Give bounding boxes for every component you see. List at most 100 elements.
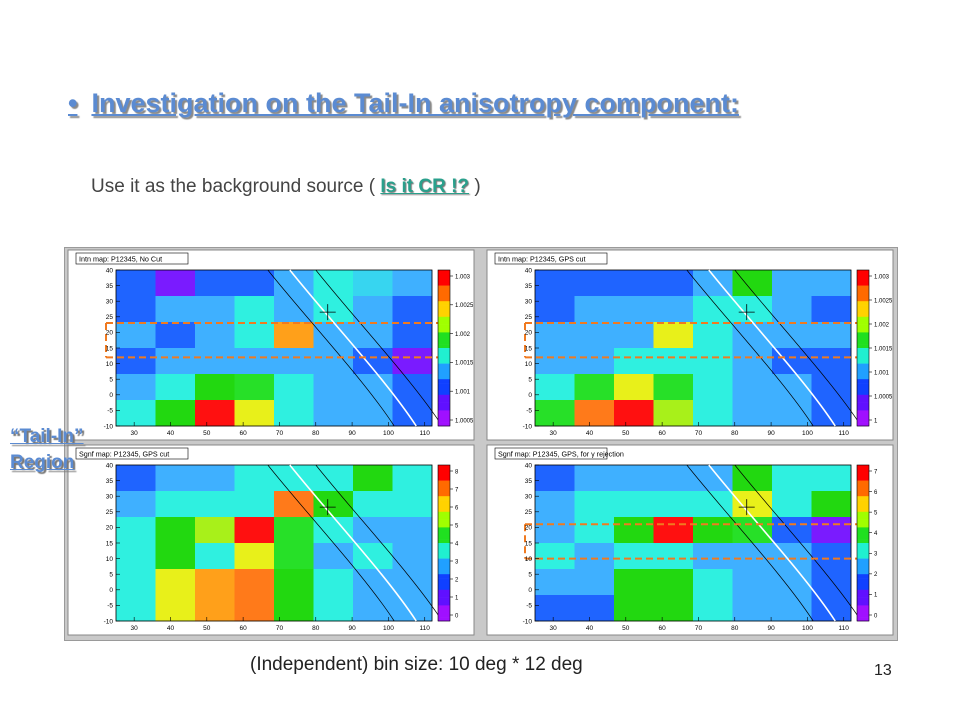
heatmap-cell [195,270,235,297]
colorbar-segment [438,570,450,575]
heatmap-cell [392,270,433,297]
heatmap-cell [392,491,433,518]
x-tick-label: 50 [622,430,630,437]
heatmap-cell [732,270,773,297]
heatmap-cell [234,491,275,518]
heatmap-cell [313,595,354,622]
colorbar-tick-label: 0 [874,613,878,619]
colorbar-segment [857,293,869,298]
heatmap-cell [811,348,852,375]
y-tick-label: 15 [106,345,114,352]
colorbar-tick-label: 5 [455,523,459,529]
x-tick-label: 90 [348,430,356,437]
heatmap-cell [653,270,694,297]
heatmap-cell [653,400,694,427]
heatmap-cell [353,465,393,492]
colorbar-segment [857,418,869,423]
heatmap-cell [116,374,156,401]
y-tick-label: 5 [528,572,532,579]
heatmap-cell [732,348,773,375]
colorbar-segment [857,535,869,540]
colorbar-tick-label: 3 [455,559,459,565]
y-tick-label: 5 [109,377,113,384]
cr-link[interactable]: Is it CR !? [380,176,470,197]
heatmap-cell [772,322,812,349]
x-tick-label: 100 [383,625,394,632]
heatmap-cell [274,517,314,544]
heatmap-cell [574,465,615,492]
colorbar-segment [438,390,450,396]
heatmap-cell [234,296,275,323]
heatmap-cell [732,543,773,570]
colorbar-segment [438,539,450,544]
colorbar-tick-label: 1.0005 [874,394,893,400]
colorbar-segment [857,387,869,392]
colorbar-segment [857,359,869,364]
heatmap-cell [116,569,156,596]
colorbar-segment [438,394,450,399]
panel-title: Intn map: P12345, GPS cut [498,255,586,264]
colorbar-segment [857,309,869,314]
heatmap-cell [811,400,852,427]
colorbar-segment [857,379,869,384]
heatmap-cell [392,400,433,427]
y-tick-label: 0 [528,392,532,399]
boundary-curve [734,464,862,622]
heatmap-cell [614,296,654,323]
heatmap-cell [274,543,314,570]
colorbar-segment [857,406,869,411]
heatmap-cell [155,322,196,349]
y-tick-label: 10 [525,361,533,368]
y-tick-label: 40 [106,267,114,274]
heatmap-cell [274,296,314,323]
y-tick-label: -10 [104,618,114,625]
colorbar-segment [857,585,869,591]
heatmap-cell [234,465,275,492]
colorbar-segment [857,605,869,610]
x-tick-label: 70 [276,430,284,437]
colorbar-segment [438,480,450,485]
heatmap-cell [653,543,694,570]
x-tick-label: 30 [550,625,558,632]
colorbar-segment [857,476,869,481]
heatmap-cell [274,374,314,401]
colorbar-segment [857,348,869,353]
heatmap-cell [274,569,314,596]
heatmap-cell [195,491,235,518]
colorbar-segment [438,546,450,552]
heatmap-cell [274,595,314,622]
colorbar-segment [857,324,869,329]
heatmap-cell [234,270,275,297]
heatmap-cell [772,400,812,427]
colorbar-segment [857,593,869,598]
heatmap-cell [535,491,575,518]
colorbar-segment [438,383,450,388]
colorbar-segment [438,367,450,372]
heatmap-cell [574,348,615,375]
heatmap-cell [234,595,275,622]
heatmap-cell [614,322,654,349]
heatmap-cell [772,517,812,544]
x-tick-label: 50 [203,625,211,632]
heatmap-cell [116,322,156,349]
heatmap-cell [811,322,852,349]
heatmap-cell [653,296,694,323]
colorbar-segment [857,375,869,380]
colorbar-segment [438,488,450,493]
colorbar-segment [857,566,869,571]
heatmap-cell [392,595,433,622]
colorbar-segment [857,367,869,372]
heatmap-cell [313,270,354,297]
tail-in-label: “Tail-In” Region [10,424,84,476]
colorbar-segment [438,270,450,275]
colorbar-segment [857,410,869,415]
colorbar-segment [438,320,450,325]
colorbar-tick-label: 1.0005 [455,418,474,424]
colorbar-segment [857,402,869,407]
colorbar-segment [438,379,450,384]
x-tick-label: 40 [586,625,594,632]
heatmap-cell [732,400,773,427]
colorbar-segment [438,597,450,602]
heatmap-cell [535,569,575,596]
